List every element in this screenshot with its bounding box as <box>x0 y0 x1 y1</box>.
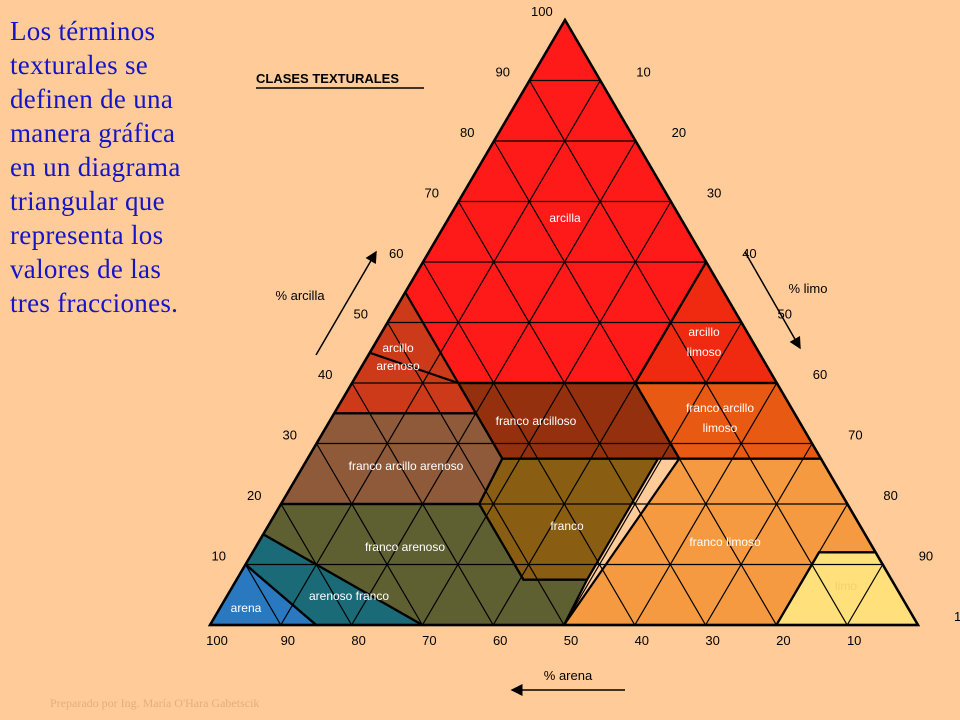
bottom-tick-label: 60 <box>493 633 507 648</box>
left-tick-label: 100 <box>531 4 553 19</box>
right-tick-label: 80 <box>883 488 897 503</box>
region-label: franco arcilloso <box>496 414 577 428</box>
arena-axis-label: % arena <box>544 668 593 683</box>
region-label: franco <box>550 519 584 533</box>
intro-line: Los términos <box>10 16 156 46</box>
right-tick-label: 70 <box>848 428 862 443</box>
bottom-tick-label: 50 <box>564 633 578 648</box>
left-tick-label: 10 <box>212 549 226 564</box>
region-label: arcillo <box>688 325 720 339</box>
region-label: franco arenoso <box>365 540 445 554</box>
grid-line <box>563 322 743 625</box>
grid-line <box>386 322 565 625</box>
bottom-tick-label: 10 <box>847 633 861 648</box>
grid-line <box>846 564 884 625</box>
region-label: arenoso <box>376 359 420 373</box>
region-label: limo <box>835 579 857 593</box>
limo-arrow <box>744 251 801 350</box>
arcilla-arrow <box>315 250 377 356</box>
region-label: franco limoso <box>689 535 761 549</box>
limo-axis-label: % limo <box>788 281 827 296</box>
grid-line <box>421 201 672 625</box>
right-tick-label: 90 <box>919 549 933 564</box>
region-label: limoso <box>703 421 738 435</box>
region-label: arena <box>231 601 262 615</box>
intro-line: definen de una <box>10 84 174 114</box>
intro-line: en un diagrama <box>10 152 181 182</box>
intro-line: tres fracciones. <box>10 288 179 318</box>
right-tick-label: 100 <box>954 609 960 624</box>
bottom-tick-label: 30 <box>705 633 719 648</box>
bottom-tick-label: 20 <box>776 633 790 648</box>
left-tick-label: 20 <box>247 488 261 503</box>
region-franco <box>479 458 659 580</box>
left-tick-label: 70 <box>425 186 439 201</box>
intro-paragraph: Los términos texturales se definen de una m… <box>10 14 250 320</box>
bottom-tick-label: 80 <box>351 633 365 648</box>
left-tick-label: 80 <box>460 125 474 140</box>
region-label: arcilla <box>549 211 581 225</box>
credit-text: Preparado por Ing. María O'Hara Gabetsci… <box>50 696 260 710</box>
region-franco-limoso <box>564 458 876 625</box>
grid-line <box>457 201 707 625</box>
grid-line <box>315 443 423 625</box>
right-tick-label: 50 <box>778 307 792 322</box>
region-limo <box>776 552 918 625</box>
left-tick-label: 90 <box>496 65 510 80</box>
bottom-tick-label: 90 <box>281 633 295 648</box>
grid-line <box>634 382 778 625</box>
right-tick-label: 10 <box>636 65 650 80</box>
left-tick-label: 30 <box>283 428 297 443</box>
intro-line: triangular que <box>10 186 165 216</box>
grid-line <box>705 443 813 625</box>
region-label: arcillo <box>382 341 414 355</box>
intro-line: valores de las <box>10 254 162 284</box>
region-label: arenoso franco <box>309 589 389 603</box>
region-franco-arcillo-arenoso <box>281 413 503 504</box>
region-label: franco arcillo arenoso <box>349 459 464 473</box>
region-label: limoso <box>687 345 722 359</box>
intro-line: texturales se <box>10 50 149 80</box>
bottom-tick-label: 100 <box>206 633 228 648</box>
right-tick-label: 60 <box>813 367 827 382</box>
left-tick-label: 50 <box>354 307 368 322</box>
diagram-title: CLASES TEXTURALES <box>256 71 399 86</box>
right-tick-label: 20 <box>672 125 686 140</box>
left-tick-label: 40 <box>318 367 332 382</box>
intro-line: manera gráfica <box>10 118 176 148</box>
right-tick-label: 40 <box>742 246 756 261</box>
grid-line <box>244 564 282 625</box>
bottom-tick-label: 70 <box>422 633 436 648</box>
bottom-tick-label: 40 <box>635 633 649 648</box>
arcilla-axis-label: % arcilla <box>275 288 325 303</box>
right-tick-label: 30 <box>707 186 721 201</box>
intro-line: representa los <box>10 220 164 250</box>
grid-line <box>528 80 848 625</box>
region-label: franco arcillo <box>686 401 754 415</box>
left-tick-label: 60 <box>389 246 403 261</box>
